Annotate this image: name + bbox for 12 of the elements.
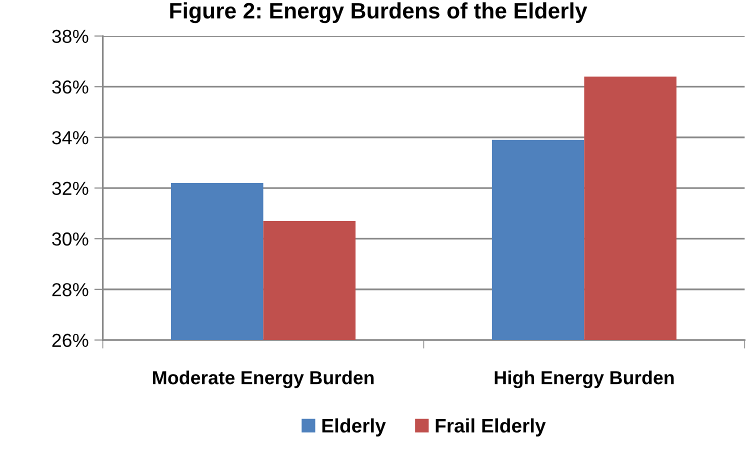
y-tick-label: 36% [52,80,88,94]
chart-title: Figure 2: Energy Burdens of the Elderly [170,2,588,24]
legend-label: Frail Elderly [436,418,546,436]
y-tick-label: 32% [52,182,88,196]
x-tick-label: High Energy Burden [494,370,674,388]
y-tick-label: 34% [52,131,88,144]
y-tick-label: 26% [52,334,88,348]
y-tick-label: 38% [52,30,88,44]
legend-label: Elderly [322,418,386,436]
y-tick-label: 28% [52,283,88,296]
y-tick-label: 30% [52,232,88,246]
x-tick-label: Moderate Energy Burden [153,370,374,388]
